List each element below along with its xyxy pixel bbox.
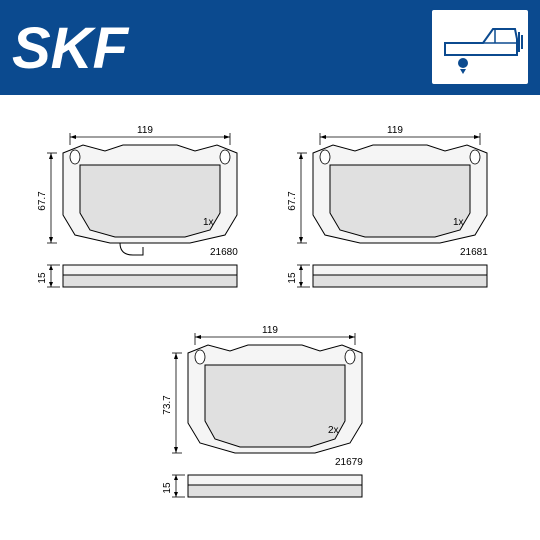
pad3-thickness: 15 [162, 482, 173, 494]
vehicle-front-axle-icon [435, 17, 525, 77]
skf-logo: SKF [12, 13, 212, 83]
header-bar: SKF [0, 0, 540, 95]
pad2-thickness: 15 [287, 272, 298, 284]
pad2-width: 119 [387, 125, 403, 136]
pad3-qty: 2x [328, 425, 339, 436]
brake-pad-3: 119 73.7 2x 21679 15 [150, 315, 390, 515]
pad1-height: 67.7 [37, 191, 48, 211]
pad1-thickness: 15 [37, 272, 48, 284]
brake-pad-2: 119 67.7 1x 21681 15 [275, 115, 515, 305]
pad1-width: 119 [137, 125, 153, 136]
pad2-part: 21681 [460, 247, 488, 258]
diagram-area: 119 67.7 1x 21680 15 119 67.7 1x 21681 1… [0, 95, 540, 540]
pad3-height: 73.7 [162, 395, 173, 415]
pad3-part: 21679 [335, 457, 363, 468]
pad2-qty: 1x [453, 217, 464, 228]
pad2-height: 67.7 [287, 191, 298, 211]
logo-text: SKF [12, 16, 130, 81]
pad1-qty: 1x [203, 217, 214, 228]
pad1-part: 21680 [210, 247, 238, 258]
brake-pad-1: 119 67.7 1x 21680 15 [25, 115, 265, 305]
axle-position-icon-box [430, 8, 530, 86]
pad3-width: 119 [262, 325, 278, 336]
